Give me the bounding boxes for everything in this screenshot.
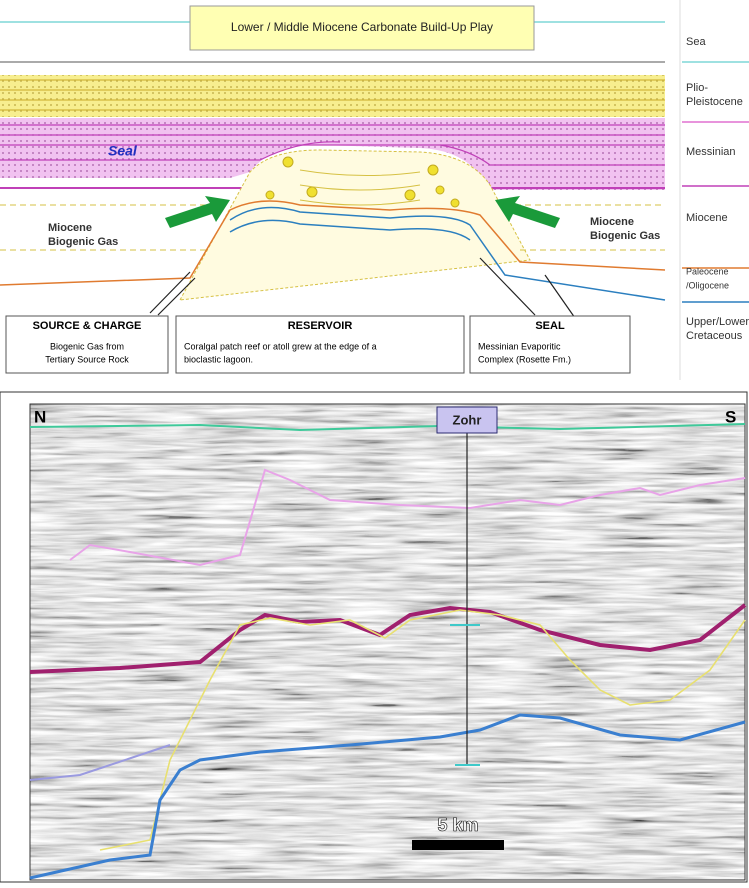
gas-label: Biogenic Gas: [48, 236, 118, 248]
paleocene-top: [0, 200, 666, 286]
messinian-layer: [0, 118, 665, 190]
horizon-purple: [29, 744, 171, 781]
box-text: Complex (Rosette Fm.): [478, 354, 571, 364]
box-text: Messinian Evaporitic: [478, 341, 561, 351]
north-label: N: [34, 407, 46, 426]
reef-lines: [299, 169, 421, 206]
reef-nodules: [265, 156, 460, 208]
legend-label: Miocene: [686, 212, 728, 224]
scale-bar: [412, 840, 504, 850]
plio-pleistocene-layer: [0, 75, 665, 117]
box-title: SOURCE & CHARGE: [33, 320, 142, 332]
arrow-right: [495, 196, 560, 228]
box: [5, 315, 169, 374]
box: [175, 315, 465, 374]
seismic-border: [29, 403, 746, 881]
seismic-section: Zohr N S 5 km: [0, 391, 748, 883]
arrow-left: [165, 196, 230, 228]
pointers: [149, 257, 576, 319]
plio-lines: [0, 79, 665, 111]
horizon-cretaceous: [29, 713, 746, 880]
scale-label: 5 km: [437, 815, 478, 835]
title: Lower / Middle Miocene Carbonate Build-U…: [231, 20, 493, 34]
legend-label: Plio-: [686, 82, 708, 94]
seal-label: Seal: [108, 143, 138, 159]
miocene-lines: [0, 204, 665, 251]
legend-label: Messinian: [686, 146, 736, 158]
horizon-reef-top: [99, 609, 746, 851]
legend-label: Pleistocene: [686, 96, 743, 108]
legend-label: Paleocene: [686, 266, 729, 276]
cretaceous-top: [229, 206, 666, 301]
legend-label: Cretaceous: [686, 330, 743, 342]
legend-lines: [682, 61, 749, 303]
horizon-seabed: [29, 423, 746, 432]
box-text: Coralgal patch reef or atoll grew at the…: [184, 341, 377, 351]
horizon-messinian-top: [69, 468, 746, 567]
well-label: Zohr: [453, 412, 482, 427]
cretaceous-top-2: [229, 219, 471, 241]
box-text: Biogenic Gas from: [50, 341, 124, 351]
box: [469, 315, 631, 374]
title-box: [189, 5, 535, 51]
legend-label: /Oligocene: [686, 280, 729, 290]
gas-label: Biogenic Gas: [590, 230, 660, 242]
legend: Sea Plio- Pleistocene Messinian Miocene Paleo…: [686, 36, 749, 342]
gas-label: Miocene: [590, 216, 634, 228]
box-title: RESERVOIR: [288, 320, 353, 332]
legend-label: Sea: [686, 36, 706, 48]
seismic-image: [30, 404, 745, 880]
box-text: Tertiary Source Rock: [45, 354, 129, 364]
play-diagram: Lower / Middle Miocene Carbonate Build-U…: [0, 0, 749, 380]
box-text: bioclastic lagoon.: [184, 354, 253, 364]
horizon-messinian-base: [29, 603, 747, 674]
box-title: SEAL: [535, 320, 565, 332]
messinian-lines: [0, 124, 665, 166]
well-label-box: [436, 406, 498, 434]
south-label: S: [725, 407, 736, 426]
legend-label: Upper/Lower: [686, 316, 749, 328]
gas-label: Miocene: [48, 222, 92, 234]
